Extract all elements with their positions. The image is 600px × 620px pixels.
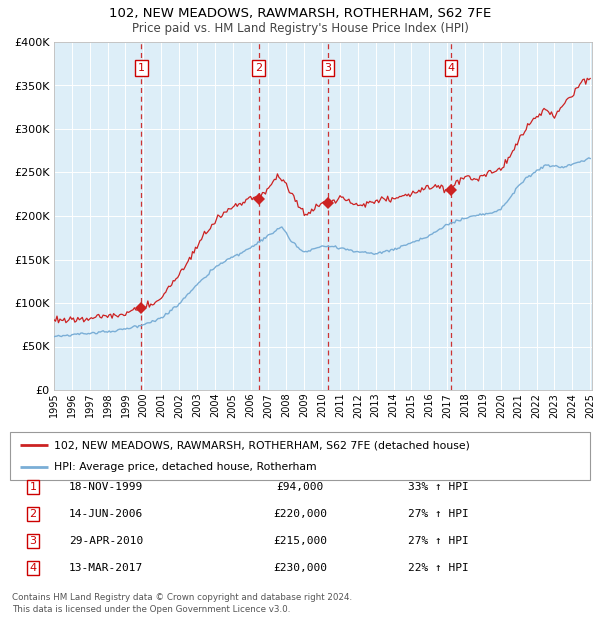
Text: Contains HM Land Registry data © Crown copyright and database right 2024.: Contains HM Land Registry data © Crown c…	[12, 593, 352, 603]
Text: 33% ↑ HPI: 33% ↑ HPI	[408, 482, 469, 492]
Text: 2: 2	[255, 63, 262, 73]
Text: 4: 4	[29, 563, 37, 573]
Text: 27% ↑ HPI: 27% ↑ HPI	[408, 536, 469, 546]
Text: HPI: Average price, detached house, Rotherham: HPI: Average price, detached house, Roth…	[53, 461, 316, 472]
Text: £230,000: £230,000	[273, 563, 327, 573]
Text: 29-APR-2010: 29-APR-2010	[69, 536, 143, 546]
Text: 1: 1	[138, 63, 145, 73]
Text: £215,000: £215,000	[273, 536, 327, 546]
Text: 13-MAR-2017: 13-MAR-2017	[69, 563, 143, 573]
Text: 3: 3	[325, 63, 332, 73]
Text: 3: 3	[29, 536, 37, 546]
FancyBboxPatch shape	[10, 432, 590, 480]
Text: 22% ↑ HPI: 22% ↑ HPI	[408, 563, 469, 573]
Text: This data is licensed under the Open Government Licence v3.0.: This data is licensed under the Open Gov…	[12, 604, 290, 614]
Text: 27% ↑ HPI: 27% ↑ HPI	[408, 509, 469, 519]
Text: 2: 2	[29, 509, 37, 519]
Text: 102, NEW MEADOWS, RAWMARSH, ROTHERHAM, S62 7FE (detached house): 102, NEW MEADOWS, RAWMARSH, ROTHERHAM, S…	[53, 440, 469, 451]
Text: 102, NEW MEADOWS, RAWMARSH, ROTHERHAM, S62 7FE: 102, NEW MEADOWS, RAWMARSH, ROTHERHAM, S…	[109, 7, 491, 20]
Text: 1: 1	[29, 482, 37, 492]
Text: 14-JUN-2006: 14-JUN-2006	[69, 509, 143, 519]
Text: £220,000: £220,000	[273, 509, 327, 519]
Text: Price paid vs. HM Land Registry's House Price Index (HPI): Price paid vs. HM Land Registry's House …	[131, 22, 469, 35]
Text: 4: 4	[448, 63, 455, 73]
Text: £94,000: £94,000	[277, 482, 323, 492]
Text: 18-NOV-1999: 18-NOV-1999	[69, 482, 143, 492]
